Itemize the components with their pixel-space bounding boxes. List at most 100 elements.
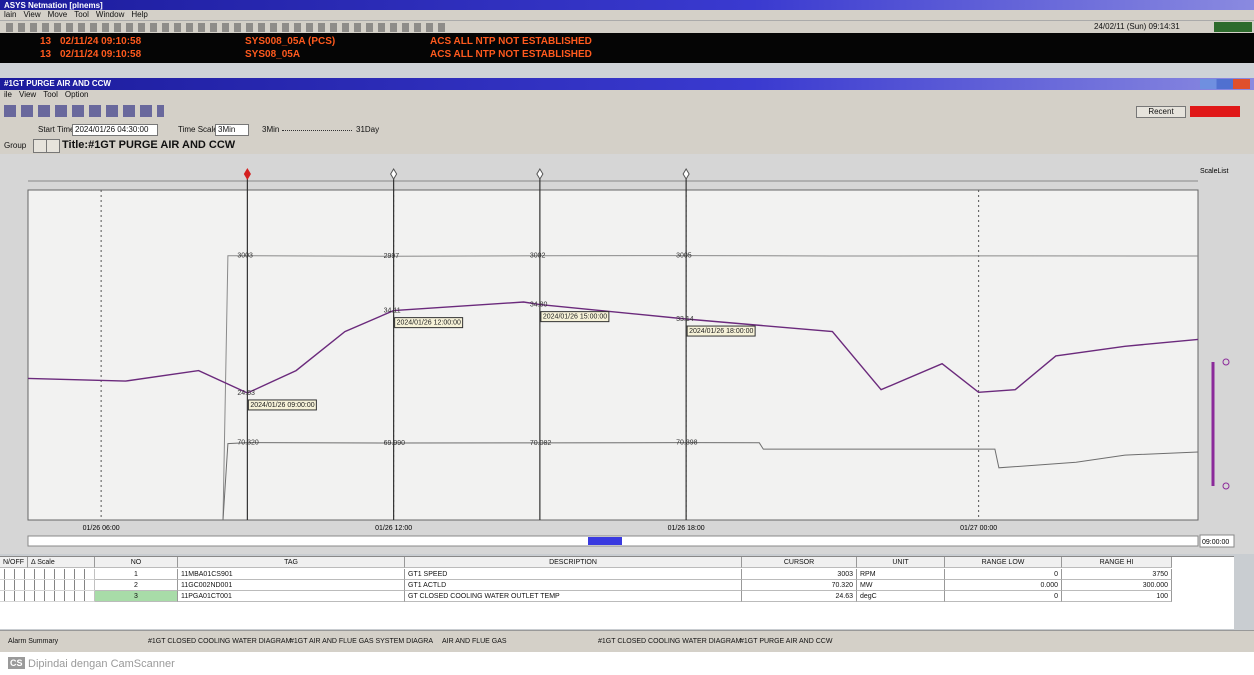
cursor-time-box	[247, 399, 317, 411]
cursor-reading: 24.63	[237, 390, 255, 397]
task-item[interactable]: #1GT CLOSED COOLING WATER DIAGRAM	[148, 638, 292, 645]
table-cell: 0	[945, 591, 1062, 602]
start-time[interactable]: 2024/01/26 04:30:00	[72, 124, 158, 136]
cursor-reading: 2997	[384, 253, 400, 260]
alarm-count: 13	[40, 36, 52, 47]
window-toolbar: Recent	[0, 100, 1254, 122]
start-time-label: Start Time	[38, 125, 75, 134]
time-scale[interactable]: 3Min	[215, 124, 249, 136]
app-toolbar: 24/02/11 (Sun) 09:14:31	[0, 20, 1254, 34]
tag-table: N/OFF Δ Scale NO TAG DESCRIPTION CURSOR UNIT RA…	[0, 556, 1234, 629]
x-tick-label: 01/26 12:00	[375, 525, 412, 532]
alarm-button[interactable]	[1190, 106, 1240, 117]
row-controls[interactable]	[0, 569, 95, 580]
prev-group[interactable]	[33, 139, 47, 153]
table-cell: GT1 SPEED	[405, 569, 742, 580]
table-cell: MW	[857, 580, 945, 591]
app-title: ASYS Netmation [plnems]	[4, 1, 103, 10]
menu-item[interactable]: lain	[4, 10, 17, 19]
task-item[interactable]: #1GT CLOSED COOLING WATER DIAGRAM	[598, 638, 742, 645]
window-title: #1GT PURGE AIR AND CCW	[4, 79, 111, 88]
menu-item[interactable]: Move	[47, 10, 68, 19]
cursor-reading: 70.082	[530, 440, 552, 447]
cursor-marker[interactable]	[390, 168, 398, 180]
alarm-time: 02/11/24 09:10:58	[60, 36, 142, 47]
table-cell: 0.000	[945, 580, 1062, 591]
table-cell: 100	[1062, 591, 1172, 602]
x-tick-label: 01/27 00:00	[960, 525, 997, 532]
scale-handle[interactable]	[1222, 482, 1230, 490]
taskbar: Alarm Summary #1GT CLOSED COOLING WATER D…	[0, 630, 1254, 653]
menu-item[interactable]: Tool	[74, 10, 89, 19]
cursor-time: 2024/01/26 12:00:00	[397, 319, 461, 326]
cursor-marker[interactable]	[682, 168, 690, 180]
app-title-bar: ASYS Netmation [plnems]	[0, 0, 1254, 10]
alarm-source: SYS008_05A (PCS)	[245, 36, 336, 47]
footer: CS Dipindai dengan CamScanner	[0, 652, 1254, 675]
table-cell: RPM	[857, 569, 945, 580]
cursor-time-box	[394, 317, 464, 329]
task-item[interactable]: AIR AND FLUE GAS	[442, 638, 507, 645]
task-item[interactable]: #1GT AIR AND FLUE GAS SYSTEM DIAGRA	[290, 638, 434, 645]
toolbar-buttons[interactable]	[4, 105, 164, 117]
clock: 24/02/11 (Sun) 09:14:31	[1094, 22, 1180, 31]
scale-slider[interactable]	[282, 130, 352, 131]
group-label: Group	[4, 141, 27, 150]
scroll-thumb[interactable]	[588, 537, 622, 545]
cursor-reading: 70.320	[237, 439, 259, 446]
cursor-reading: 69.990	[384, 440, 406, 447]
menu-item[interactable]: Tool	[43, 90, 58, 99]
scale-min: 3Min	[262, 125, 280, 134]
task-item[interactable]: #1GT PURGE AIR AND CCW	[740, 638, 833, 645]
scanner-logo: CS	[8, 657, 25, 669]
table-cell: 11PGA01CT001	[178, 591, 405, 602]
window-menu: ile View Tool Option	[0, 90, 1254, 100]
cursor-time: 2024/01/26 09:00:00	[250, 402, 314, 409]
row-controls[interactable]	[0, 580, 95, 591]
table-cell: 11MBA01CS901	[178, 569, 405, 580]
menu-item[interactable]: View	[23, 10, 41, 19]
menu-item[interactable]: ile	[4, 90, 13, 99]
recent-button[interactable]: Recent	[1136, 106, 1186, 118]
scale-list[interactable]: ScaleList	[1200, 168, 1228, 175]
cursor-reading: 3002	[530, 253, 546, 260]
window-title-bar: #1GT PURGE AIR AND CCW	[0, 78, 1254, 90]
scroll-time-box	[1199, 534, 1235, 548]
menu-item[interactable]: Option	[64, 90, 89, 99]
cursor-reading: 34.11	[384, 307, 401, 314]
alarm-source: SYS08_05A	[245, 49, 301, 60]
menu-item[interactable]: Window	[95, 10, 125, 19]
column-header: RANGE LOW	[945, 557, 1062, 568]
time-options: Start Time 2024/01/26 04:30:00 Time Scal…	[0, 122, 1254, 137]
x-tick-label: 01/26 18:00	[668, 525, 705, 532]
scale-handle[interactable]	[1222, 358, 1230, 366]
column-header: UNIT	[857, 557, 945, 568]
scroll-time: 09:00:00	[1202, 539, 1229, 546]
window-controls[interactable]	[1200, 79, 1250, 89]
cursor-marker[interactable]	[243, 168, 251, 180]
task-item[interactable]: Alarm Summary	[8, 638, 59, 645]
table-cell: 3750	[1062, 569, 1172, 580]
toolbar-icons	[6, 23, 446, 32]
scale-max: 31Day	[356, 125, 380, 134]
scanner-text: Dipindai dengan CamScanner	[28, 658, 175, 670]
row-controls[interactable]	[0, 591, 95, 602]
cursor-reading: 34.80	[530, 301, 548, 308]
trend-chart: ScaleList 09:00:00 01/26 06:00 01/26 12:0…	[0, 154, 1254, 554]
x-tick-label: 01/26 06:00	[83, 525, 120, 532]
cursor-reading: 33.14	[676, 316, 694, 323]
menu-item[interactable]: Help	[131, 10, 148, 19]
next-group[interactable]	[46, 139, 60, 153]
column-header: RANGE HI	[1062, 557, 1172, 568]
table-cell: 70.320	[742, 580, 857, 591]
spacer	[0, 63, 1254, 78]
table-cell: 1	[95, 569, 178, 580]
table-cell: GT CLOSED COOLING WATER OUTLET TEMP	[405, 591, 742, 602]
cursor-marker[interactable]	[536, 168, 544, 180]
menu-item[interactable]: View	[19, 90, 37, 99]
column-header: TAG	[178, 557, 405, 568]
table-cell: 0	[945, 569, 1062, 580]
column-header: CURSOR	[742, 557, 857, 568]
table-cell: degC	[857, 591, 945, 602]
